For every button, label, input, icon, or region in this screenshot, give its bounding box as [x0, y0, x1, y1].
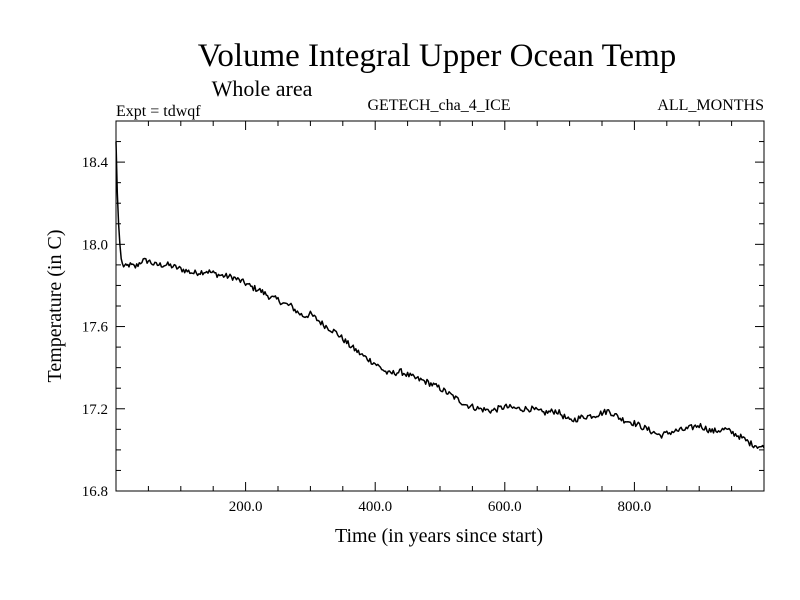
axes: [115, 120, 765, 492]
header-right: ALL_MONTHS: [657, 97, 764, 114]
y-tick-label: 16.8: [82, 484, 108, 500]
y-tick-label: 18.4: [82, 155, 109, 171]
x-tick-label: 200.0: [229, 499, 263, 515]
series-line: [115, 141, 765, 449]
header-left: Expt = tdwqf: [116, 103, 201, 120]
y-axis-label: Temperature (in C): [44, 230, 66, 383]
tick-marks: [116, 120, 764, 491]
tick-labels: 200.0 400.0 600.0 800.0 16.8 17.2 17.6 18.0 18.4: [82, 155, 652, 515]
y-tick-label: 17.2: [82, 402, 108, 418]
plot-frame: [115, 120, 765, 492]
x-axis-label: Time (in years since start): [335, 525, 543, 547]
chart-title: Volume Integral Upper Ocean Temp: [198, 38, 676, 74]
y-tick-label: 18.0: [82, 237, 108, 253]
x-tick-label: 600.0: [488, 499, 522, 515]
y-tick-label: 17.6: [82, 320, 109, 336]
x-tick-label: 400.0: [358, 499, 392, 515]
series-group: [115, 141, 765, 449]
x-tick-label: 800.0: [618, 499, 652, 515]
chart-subtitle: Whole area: [212, 76, 313, 101]
header-center: GETECH_cha_4_ICE: [367, 97, 510, 114]
